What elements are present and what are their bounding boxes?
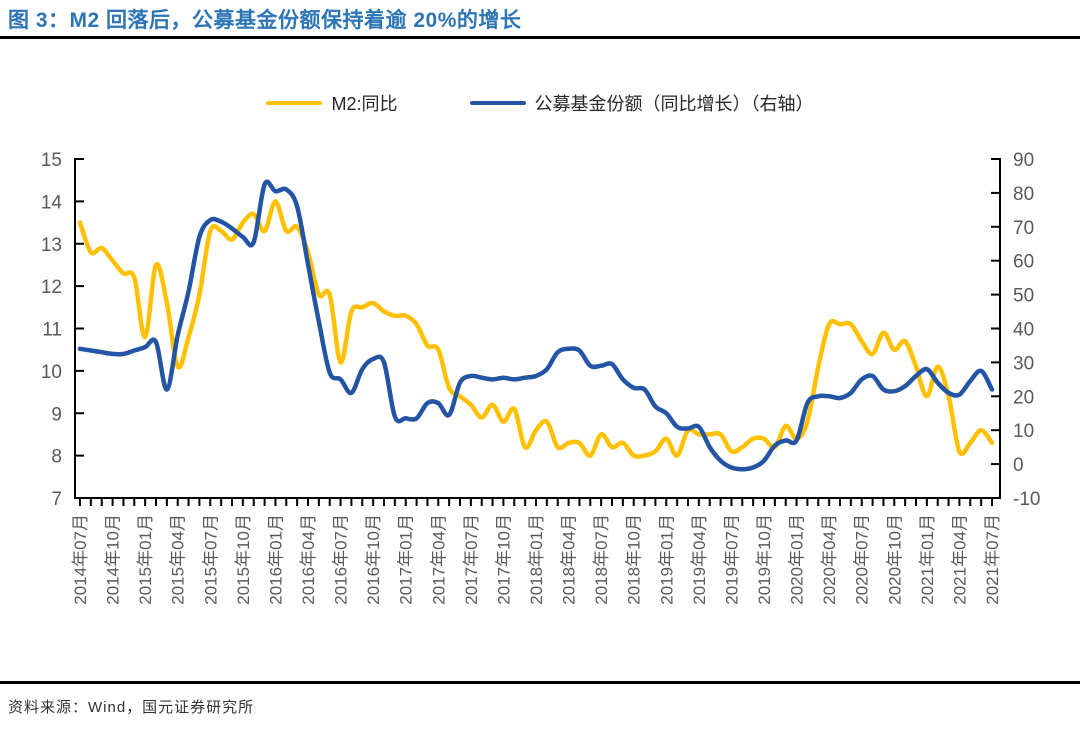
x-axis-tick-label: 2018年01月 xyxy=(527,514,546,605)
x-axis-tick-label: 2016年07月 xyxy=(332,514,351,605)
source-note: 资料来源：Wind，国元证券研究所 xyxy=(8,699,255,716)
x-axis-tick-label: 2017年01月 xyxy=(397,514,416,605)
right-axis-tick-label: 10 xyxy=(1013,421,1034,442)
x-axis-tick-label: 2018年04月 xyxy=(560,514,579,605)
x-axis-tick-label: 2020年04月 xyxy=(820,514,839,605)
x-axis-tick-label: 2021年04月 xyxy=(950,514,969,605)
right-axis-tick-label: -10 xyxy=(1013,489,1040,510)
left-axis-tick-label: 12 xyxy=(41,277,62,298)
legend-swatch-m2-icon xyxy=(266,101,323,105)
left-axis-tick-label: 8 xyxy=(51,447,62,468)
x-axis-tick-label: 2015年04月 xyxy=(169,514,188,605)
right-axis-tick-label: 40 xyxy=(1013,320,1034,341)
x-axis-tick-label: 2016年01月 xyxy=(266,514,285,605)
x-axis-tick-label: 2021年01月 xyxy=(918,514,937,605)
x-axis-tick-label: 2016年04月 xyxy=(299,514,318,605)
x-axis-tick-label: 2019年04月 xyxy=(690,514,709,605)
x-axis-tick-label: 2015年01月 xyxy=(136,514,155,605)
fund-share-series-line xyxy=(77,179,995,472)
legend-item-m2: M2:同比 xyxy=(266,90,398,116)
x-axis-tick-label: 2017年10月 xyxy=(494,514,513,605)
x-axis-tick-label: 2017年04月 xyxy=(429,514,448,605)
x-axis-tick-label: 2018年07月 xyxy=(592,514,611,605)
x-axis-tick-label: 2019年07月 xyxy=(722,514,741,605)
x-axis-tick-label: 2015年07月 xyxy=(201,514,220,605)
legend-item-fund: 公募基金份额（同比增长）（右轴） xyxy=(469,90,814,116)
x-axis-tick-label: 2021年07月 xyxy=(983,514,1002,605)
x-axis-tick-label: 2018年10月 xyxy=(625,514,644,605)
left-axis-tick-label: 13 xyxy=(41,235,62,256)
legend-swatch-fund-icon xyxy=(469,101,526,105)
right-axis-tick-label: 70 xyxy=(1013,218,1034,239)
right-axis-tick-label: 0 xyxy=(1013,455,1024,476)
legend-label-m2: M2:同比 xyxy=(331,94,398,114)
legend-label-fund: 公募基金份额（同比增长）（右轴） xyxy=(534,94,814,114)
m2-series-line xyxy=(77,199,995,459)
x-axis-tick-label: 2015年10月 xyxy=(234,514,253,605)
left-axis-tick-label: 7 xyxy=(51,489,62,510)
left-axis-tick-label: 11 xyxy=(42,320,62,341)
x-axis-tick-label: 2014年07月 xyxy=(71,514,90,605)
left-axis-tick-label: 9 xyxy=(51,404,62,425)
x-axis-tick-label: 2020年10月 xyxy=(885,514,904,605)
title-divider xyxy=(0,36,1080,39)
x-axis-tick-label: 2020年07月 xyxy=(853,514,872,605)
x-axis-tick-label: 2019年10月 xyxy=(755,514,774,605)
x-axis-tick-label: 2016年10月 xyxy=(364,514,383,605)
right-axis-tick-label: 20 xyxy=(1013,387,1034,408)
left-axis-tick-label: 14 xyxy=(41,192,63,213)
right-axis-tick-label: 90 xyxy=(1013,150,1034,171)
left-axis-tick-label: 10 xyxy=(41,362,62,383)
x-axis-tick-label: 2019年01月 xyxy=(657,514,676,605)
right-axis-tick-label: 80 xyxy=(1013,184,1034,205)
x-axis-tick-label: 2020年01月 xyxy=(788,514,807,605)
figure-title: 图 3：M2 回落后，公募基金份额保持着逾 20%的增长 xyxy=(8,9,522,32)
footer-divider xyxy=(0,681,1080,684)
right-axis-tick-label: 50 xyxy=(1013,286,1034,307)
right-axis-tick-label: 30 xyxy=(1013,353,1034,374)
left-axis-tick-label: 15 xyxy=(41,150,62,171)
chart-legend: M2:同比 公募基金份额（同比增长）（右轴） xyxy=(0,90,1080,116)
x-axis-tick-label: 2017年07月 xyxy=(462,514,481,605)
right-axis-tick-label: 60 xyxy=(1013,252,1034,273)
x-axis-tick-label: 2014年10月 xyxy=(104,514,123,605)
